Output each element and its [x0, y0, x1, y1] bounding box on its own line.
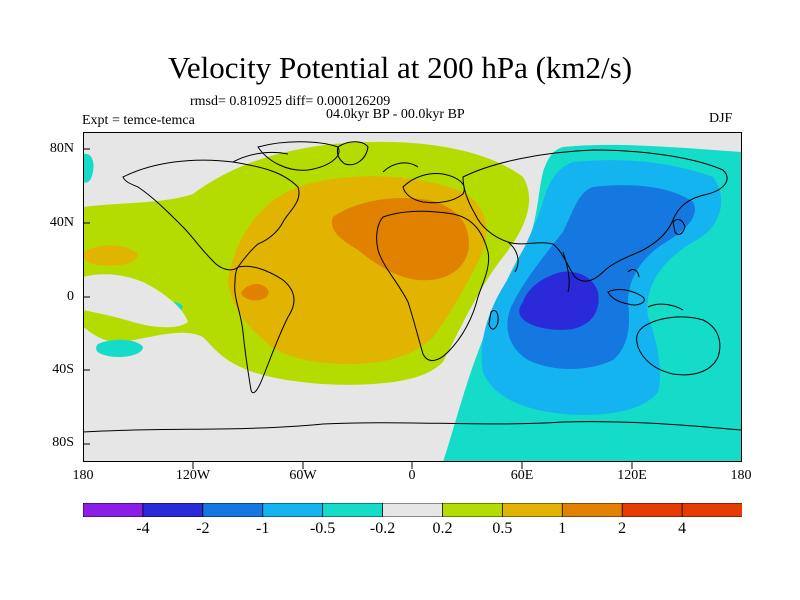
colorbar-swatch: [262, 502, 324, 518]
lon-label-0: 0: [408, 468, 416, 483]
colorbar-swatch: [82, 502, 144, 518]
map-title: Velocity Potential at 200 hPa (km2/s): [167, 50, 633, 85]
colorbar: [82, 502, 743, 518]
colorbar-label: -0.2: [369, 520, 396, 537]
positive-field-0-5-pacific: [83, 245, 138, 266]
colorbar-label: 0.5: [492, 520, 513, 537]
colorbar-swatch: [561, 502, 624, 518]
colorbar-label: -1: [256, 520, 270, 537]
colorbar-label: 0.2: [432, 520, 453, 537]
colorbar-swatch: [621, 502, 683, 518]
rmsd-stats: rmsd= 0.810925 diff= 0.000126209: [190, 94, 391, 109]
colorbar-swatch: [382, 502, 444, 518]
negative-field-2: [519, 271, 599, 330]
period-label: 04.0kyr BP - 00.0kyr BP: [326, 107, 465, 122]
colorbar-label: 1: [558, 520, 567, 537]
lat-label-40s: 40S: [52, 362, 74, 377]
lon-label-120w: 120W: [175, 468, 211, 483]
colorbar-label: -2: [196, 520, 210, 537]
lat-label-equator: 0: [67, 289, 74, 304]
colorbar-swatch: [442, 502, 504, 518]
colorbar-swatch: [322, 502, 384, 518]
coastlines: [83, 141, 742, 433]
colorbar-swatch: [681, 502, 743, 518]
negative-field-0-2-pacific: [96, 339, 143, 357]
axis-ticks: [83, 148, 633, 469]
colorbar-swatch: [501, 502, 564, 518]
positive-field-1-sa: [241, 284, 269, 301]
lon-label-120e: 120E: [617, 468, 647, 483]
lon-label-60e: 60E: [510, 468, 534, 483]
lat-label-80n: 80N: [49, 141, 74, 156]
lat-label-40n: 40N: [49, 215, 74, 230]
lon-label-180w: 180: [72, 468, 94, 483]
negative-field-0-2-north: [83, 153, 94, 183]
experiment-label: Expt = temce-temca: [82, 113, 195, 128]
lat-label-80s: 80S: [52, 435, 74, 450]
colorbar-swatch: [142, 502, 204, 518]
colorbar-swatch: [202, 502, 264, 518]
colorbar-label: -0.5: [309, 520, 336, 537]
negative-field-0-2-south-pacific: [83, 274, 188, 328]
colorbar-label: 2: [618, 520, 627, 537]
lon-label-180e: 180: [730, 468, 752, 483]
lon-label-60w: 60W: [289, 468, 317, 483]
season-label: DJF: [709, 111, 733, 126]
positive-field-1: [331, 197, 469, 281]
colorbar-label: 4: [678, 520, 687, 537]
colorbar-label: -4: [136, 520, 150, 537]
velocity-potential-map: [83, 132, 742, 462]
